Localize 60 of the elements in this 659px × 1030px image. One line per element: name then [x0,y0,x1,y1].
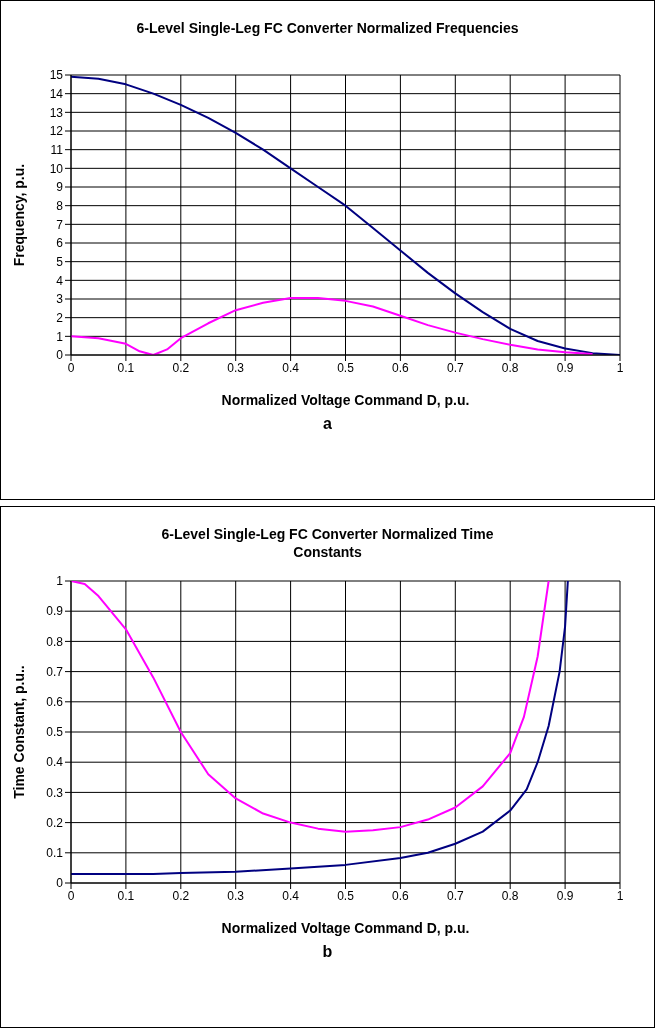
y-axis-title: Frequency, p.u. [10,163,27,267]
y-axis-title: Time Constant, p.u.. [10,665,27,799]
text: b [321,943,334,961]
y-tick-label: 0.6 [46,695,64,710]
x-tick-label: 0.8 [501,888,519,903]
y-tick-label: 10 [49,161,64,176]
x-tick-label: 0.4 [282,888,300,903]
y-tick-label: 0.4 [46,755,64,770]
chart-title: 6-Level Single-Leg FC Converter Normalized Frequencies [135,19,520,38]
x-tick-label: 0.3 [227,888,245,903]
y-tick-label: 7 [56,217,64,232]
x-axis-title: Normalized Voltage Command D, p.u. [221,392,470,408]
x-tick-label: 0.5 [337,360,355,375]
y-tick-label: 14 [49,86,64,101]
x-tick-label: 1 [616,360,624,375]
y-tick-label: 0.2 [46,815,64,830]
x-tick-label: 0.9 [556,360,574,375]
y-tick-label: 0.1 [46,846,64,861]
x-tick-label: 0.1 [117,888,135,903]
y-tick-label: 0.7 [46,664,64,679]
x-tick-label: 0 [67,360,75,375]
y-tick-label: 0.8 [46,634,64,649]
y-tick-label: 0.5 [46,725,64,740]
chart-title: 6-Level Single-Leg FC Converter Normalized Time Constants [160,525,495,561]
y-tick-label: 0 [56,348,64,363]
x-tick-label: 0.7 [446,888,464,903]
y-tick-label: 1 [56,329,64,344]
y-tick-label: 0 [56,876,64,891]
y-tick-label: 1 [56,574,64,589]
y-tick-label: 3 [56,292,64,307]
y-tick-label: 6 [56,236,64,251]
x-tick-label: 0.2 [172,888,190,903]
line-series [71,581,550,833]
y-tick-label: 15 [49,68,64,83]
y-tick-label: 2 [56,310,64,325]
y-tick-label: 5 [56,254,64,269]
x-tick-label: 0.4 [282,360,300,375]
x-tick-label: 0.1 [117,360,135,375]
y-tick-label: 0.9 [46,604,64,619]
y-tick-label: 13 [49,105,64,120]
text: a [322,415,333,433]
x-tick-label: 0.2 [172,360,190,375]
x-tick-label: 0.6 [392,360,410,375]
y-tick-label: 0.3 [46,785,64,800]
y-tick-label: 9 [56,180,64,195]
x-tick-label: 1 [616,888,624,903]
x-tick-label: 0.5 [337,888,355,903]
x-tick-label: 0.3 [227,360,245,375]
x-axis-title: Normalized Voltage Command D, p.u. [221,920,470,936]
x-tick-label: 0.8 [501,360,519,375]
y-tick-label: 8 [56,198,64,213]
line-series [71,581,569,875]
y-tick-label: 12 [49,124,64,139]
x-tick-label: 0.6 [392,888,410,903]
y-tick-label: 4 [56,273,64,288]
x-tick-label: 0.9 [556,888,574,903]
x-tick-label: 0 [67,888,75,903]
line-series [71,297,594,355]
x-tick-label: 0.7 [446,360,464,375]
y-tick-label: 11 [50,142,64,157]
